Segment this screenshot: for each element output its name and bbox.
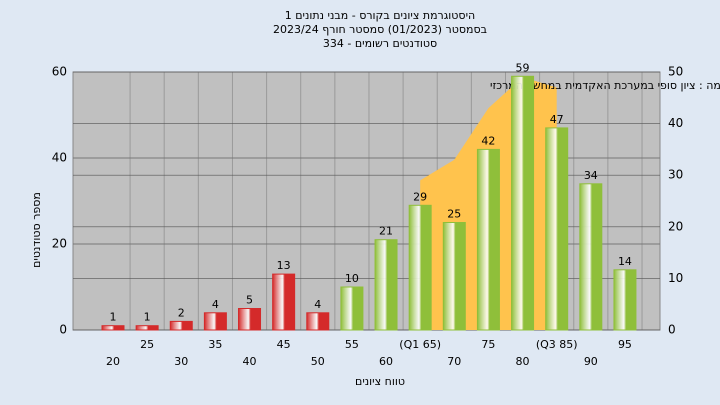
chart-title: היסטוגרמת ציונים בקורס - מבני נתונים 1 xyxy=(285,9,475,22)
bar xyxy=(169,320,193,331)
data-label: 59 xyxy=(516,61,530,74)
x-tick-label: (Q1 65) xyxy=(399,338,441,351)
y-tick-label: 40 xyxy=(52,151,67,165)
data-label: 29 xyxy=(413,190,427,203)
bar xyxy=(408,204,432,331)
x-tick-label: 25 xyxy=(140,338,154,351)
x-tick-label: 35 xyxy=(208,338,222,351)
x-tick-label: 45 xyxy=(277,338,291,351)
bar xyxy=(579,183,603,331)
bar xyxy=(101,325,125,331)
data-label: 34 xyxy=(584,169,598,182)
bar xyxy=(374,239,398,331)
y2-tick-label: 10 xyxy=(668,271,683,285)
y-axis-title: מספר סטודנטים xyxy=(30,192,43,268)
data-label: 5 xyxy=(246,294,253,307)
y-tick-label: 20 xyxy=(52,237,67,251)
x-tick-label: 70 xyxy=(447,355,461,368)
data-label: 4 xyxy=(212,298,219,311)
x-tick-label: 20 xyxy=(106,355,120,368)
bar xyxy=(613,269,637,331)
y2-tick-label: 30 xyxy=(668,168,683,182)
annotation: במשימה : ציון סופי במערכת האקדמית במחשב … xyxy=(490,79,720,92)
bar xyxy=(135,325,159,331)
bar xyxy=(203,312,227,331)
x-tick-label: 30 xyxy=(174,355,188,368)
data-label: 10 xyxy=(345,272,359,285)
bar xyxy=(340,286,364,331)
x-axis-title: טווח ציונים xyxy=(355,375,405,388)
x-tick-label: 40 xyxy=(243,355,257,368)
bar xyxy=(238,308,262,331)
y2-tick-label: 0 xyxy=(668,323,676,337)
x-tick-label: 55 xyxy=(345,338,359,351)
x-tick-label: 75 xyxy=(481,338,495,351)
data-label: 25 xyxy=(447,208,461,221)
x-tick-label: (Q3 85) xyxy=(536,338,578,351)
bar xyxy=(545,127,569,331)
data-label: 14 xyxy=(618,255,632,268)
bar xyxy=(306,312,330,331)
data-label: 4 xyxy=(314,298,321,311)
x-tick-label: 60 xyxy=(379,355,393,368)
bar xyxy=(476,148,500,331)
data-label: 21 xyxy=(379,225,393,238)
x-tick-label: 80 xyxy=(516,355,530,368)
y-tick-label: 60 xyxy=(52,65,67,79)
data-label: 2 xyxy=(178,306,185,319)
data-label: 42 xyxy=(481,134,495,147)
data-label: 1 xyxy=(110,311,117,324)
y-tick-label: 0 xyxy=(59,323,67,337)
chart-subtitle: סטודנטים רשומים - 334 xyxy=(323,37,437,50)
bar xyxy=(511,75,535,331)
y2-tick-label: 20 xyxy=(668,219,683,233)
x-tick-label: 90 xyxy=(584,355,598,368)
plot-area xyxy=(72,71,661,331)
data-label: 13 xyxy=(277,259,291,272)
bar xyxy=(272,273,296,331)
data-label: 1 xyxy=(144,311,151,324)
x-tick-label: 50 xyxy=(311,355,325,368)
x-tick-label: 95 xyxy=(618,338,632,351)
y2-tick-label: 50 xyxy=(668,65,683,79)
bar xyxy=(442,222,466,331)
y2-tick-label: 40 xyxy=(668,116,683,130)
chart-subtitle: בסמסטר (01/2023) סמסטר חורף 2023/24 xyxy=(273,23,487,36)
data-label: 47 xyxy=(550,113,564,126)
